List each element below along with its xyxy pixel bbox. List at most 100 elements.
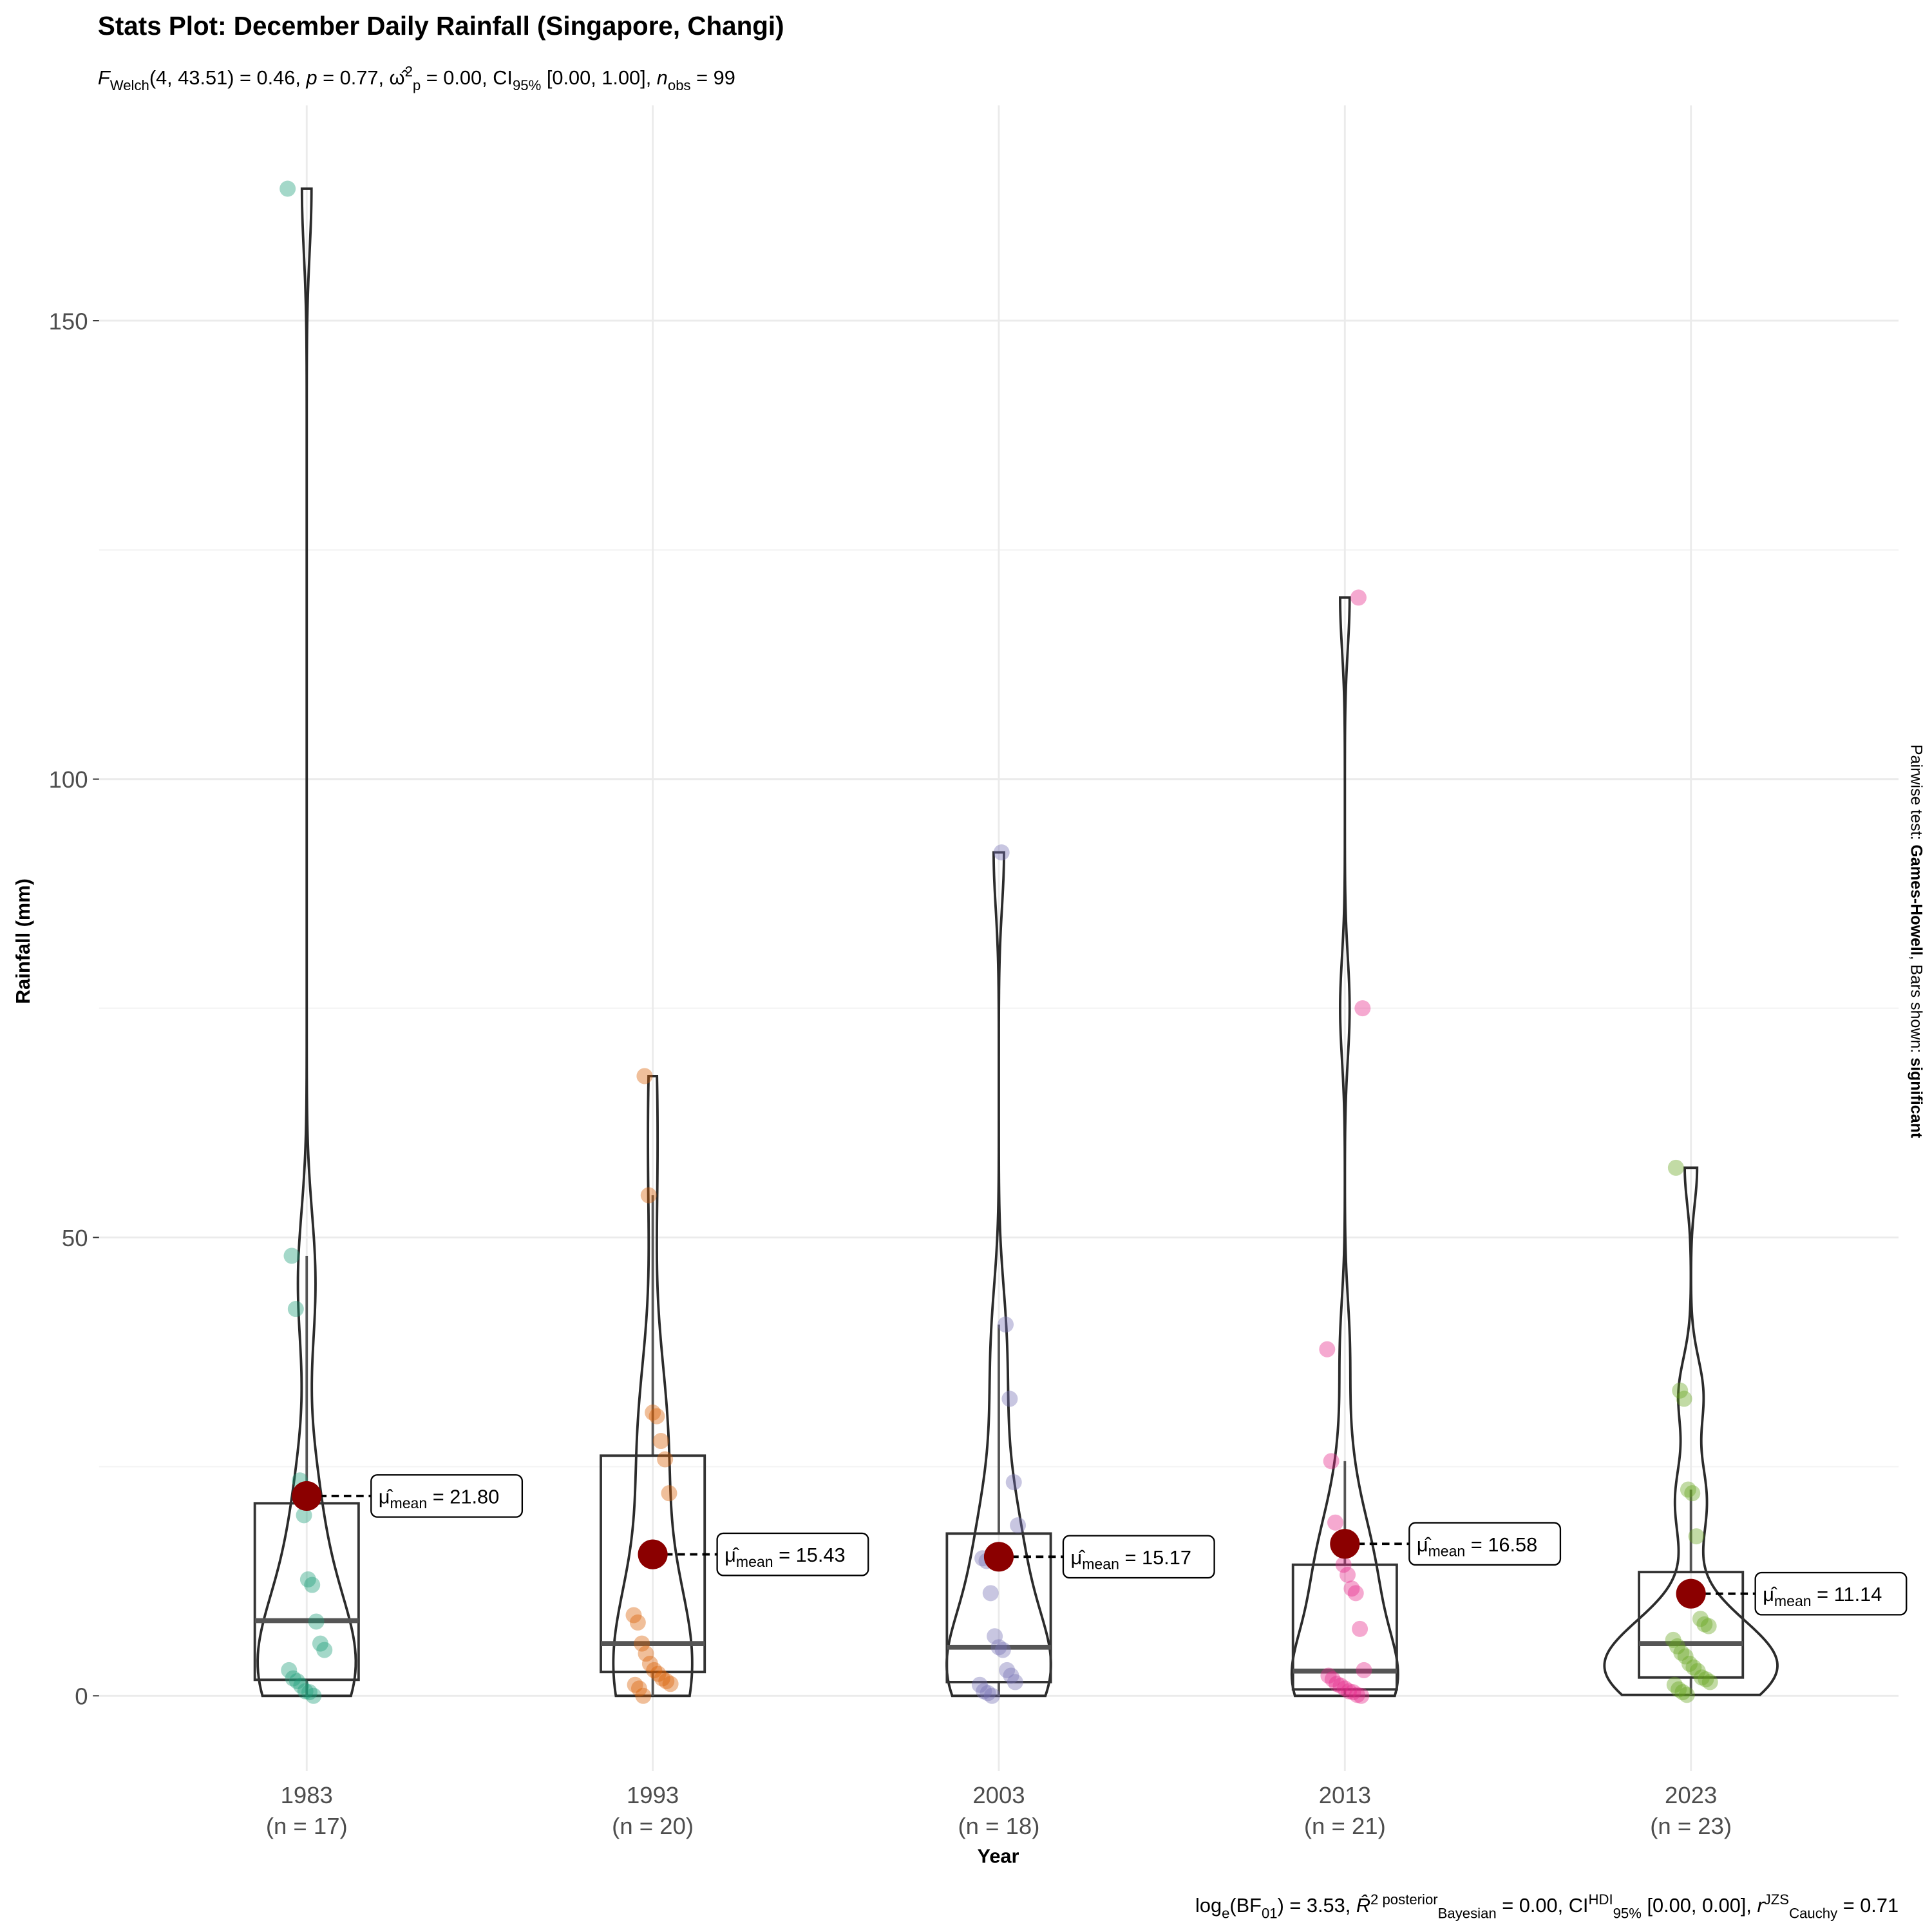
data-point bbox=[1332, 1678, 1349, 1694]
data-point bbox=[982, 1585, 999, 1602]
text-part: HDI bbox=[1588, 1891, 1613, 1908]
data-point bbox=[1340, 1566, 1356, 1583]
x-tick-label: 2003 bbox=[972, 1782, 1025, 1808]
y-tick-label: 0 bbox=[75, 1683, 88, 1710]
mean-symbol-sub: mean bbox=[390, 1495, 428, 1511]
mean-symbol-sub: mean bbox=[736, 1553, 773, 1570]
data-point bbox=[646, 1662, 663, 1678]
text-part: = 0.77, bbox=[317, 66, 390, 89]
x-tick-label: 2023 bbox=[1665, 1782, 1717, 1808]
text-part: = 0.00, CI bbox=[421, 66, 513, 89]
data-point bbox=[283, 1247, 300, 1264]
data-point bbox=[293, 1678, 310, 1694]
data-point bbox=[987, 1628, 1003, 1645]
data-point bbox=[1003, 1667, 1019, 1684]
mean-symbol-sub: mean bbox=[1428, 1542, 1466, 1559]
data-point bbox=[296, 1507, 312, 1524]
mean-label: μ̂mean = 11.14 bbox=[1763, 1583, 1882, 1609]
data-point bbox=[1335, 1557, 1352, 1573]
data-point bbox=[1696, 1616, 1713, 1633]
data-point bbox=[1667, 1159, 1684, 1176]
text-part: log bbox=[1195, 1894, 1222, 1917]
data-point bbox=[1684, 1485, 1701, 1502]
data-point bbox=[279, 180, 296, 197]
data-point bbox=[297, 1683, 314, 1700]
data-point bbox=[654, 1670, 670, 1687]
text-part: e bbox=[1222, 1905, 1229, 1921]
text-part: 95% bbox=[1613, 1905, 1642, 1921]
text-part: = 0.00, CI bbox=[1497, 1894, 1589, 1917]
data-point bbox=[289, 1672, 305, 1689]
data-point bbox=[652, 1433, 669, 1450]
violin bbox=[256, 187, 357, 1698]
data-point bbox=[1677, 1648, 1694, 1665]
data-point bbox=[994, 1642, 1011, 1658]
data-point bbox=[999, 1662, 1016, 1678]
x-tick-label: 2013 bbox=[1319, 1782, 1371, 1808]
data-point bbox=[1700, 1618, 1717, 1634]
data-point bbox=[1353, 1687, 1370, 1704]
mean-point bbox=[638, 1539, 668, 1569]
mean-sep: = bbox=[773, 1544, 796, 1566]
data-point bbox=[998, 1316, 1014, 1333]
mean-point bbox=[1330, 1529, 1360, 1559]
mean-label-box bbox=[1062, 1535, 1215, 1579]
data-point bbox=[285, 1670, 301, 1687]
violin bbox=[945, 851, 1052, 1698]
data-point bbox=[1345, 1684, 1361, 1701]
text-part: 01 bbox=[1262, 1905, 1278, 1921]
mean-symbol: μ̂ bbox=[379, 1485, 393, 1508]
text-part: Pairwise test: bbox=[1907, 744, 1925, 845]
data-point bbox=[1694, 1669, 1710, 1686]
data-point bbox=[661, 1485, 677, 1502]
data-point bbox=[1323, 1453, 1340, 1470]
data-point bbox=[662, 1676, 679, 1692]
mean-label-box bbox=[716, 1532, 869, 1577]
data-point bbox=[1324, 1671, 1341, 1688]
text-part: obs bbox=[668, 77, 691, 93]
data-point bbox=[993, 844, 1010, 861]
text-part: [0.00, 1.00], bbox=[541, 66, 657, 89]
mean-label: μ̂mean = 15.43 bbox=[724, 1544, 845, 1570]
data-point bbox=[1671, 1681, 1687, 1698]
data-point bbox=[645, 1404, 661, 1421]
data-point bbox=[1005, 1474, 1022, 1491]
data-point bbox=[1341, 1683, 1358, 1700]
data-point bbox=[1347, 1585, 1364, 1602]
data-point bbox=[1680, 1481, 1696, 1498]
data-point bbox=[1678, 1687, 1695, 1703]
data-point bbox=[1320, 1667, 1337, 1684]
text-part: , Bars shown: bbox=[1907, 956, 1925, 1057]
data-point bbox=[983, 1687, 1000, 1704]
mean-symbol: μ̂ bbox=[1071, 1546, 1086, 1569]
data-point bbox=[990, 1639, 1007, 1656]
text-part: = 0.71 bbox=[1837, 1894, 1899, 1917]
mean-symbol: μ̂ bbox=[724, 1544, 739, 1566]
data-point bbox=[971, 1676, 988, 1693]
mean-value-label: 11.14 bbox=[1834, 1583, 1882, 1605]
mean-label: μ̂mean = 21.80 bbox=[379, 1485, 499, 1511]
data-point bbox=[630, 1680, 647, 1697]
mean-sep: = bbox=[1812, 1583, 1834, 1605]
text-part: p bbox=[413, 77, 421, 93]
y-tick-label: 150 bbox=[49, 308, 88, 334]
data-point bbox=[1698, 1671, 1714, 1688]
data-point bbox=[1001, 1390, 1018, 1407]
data-point bbox=[1692, 1611, 1709, 1627]
x-tick-n-label: (n = 20) bbox=[612, 1813, 694, 1839]
data-point bbox=[641, 1655, 658, 1672]
text-part: 2 posterior bbox=[1370, 1891, 1438, 1908]
data-point bbox=[301, 1684, 317, 1701]
data-point bbox=[634, 1635, 650, 1652]
mean-symbol: μ̂ bbox=[1417, 1533, 1432, 1556]
box bbox=[1291, 1563, 1398, 1691]
mean-symbol-sub: mean bbox=[1082, 1556, 1119, 1573]
data-point bbox=[308, 1613, 325, 1630]
mean-point bbox=[292, 1481, 322, 1511]
data-point bbox=[1343, 1580, 1360, 1597]
data-point bbox=[1010, 1517, 1027, 1533]
data-point bbox=[1356, 1662, 1372, 1678]
caption: loge(BF01) = 3.53, R̂2 posteriorBayesian… bbox=[1195, 1891, 1899, 1922]
